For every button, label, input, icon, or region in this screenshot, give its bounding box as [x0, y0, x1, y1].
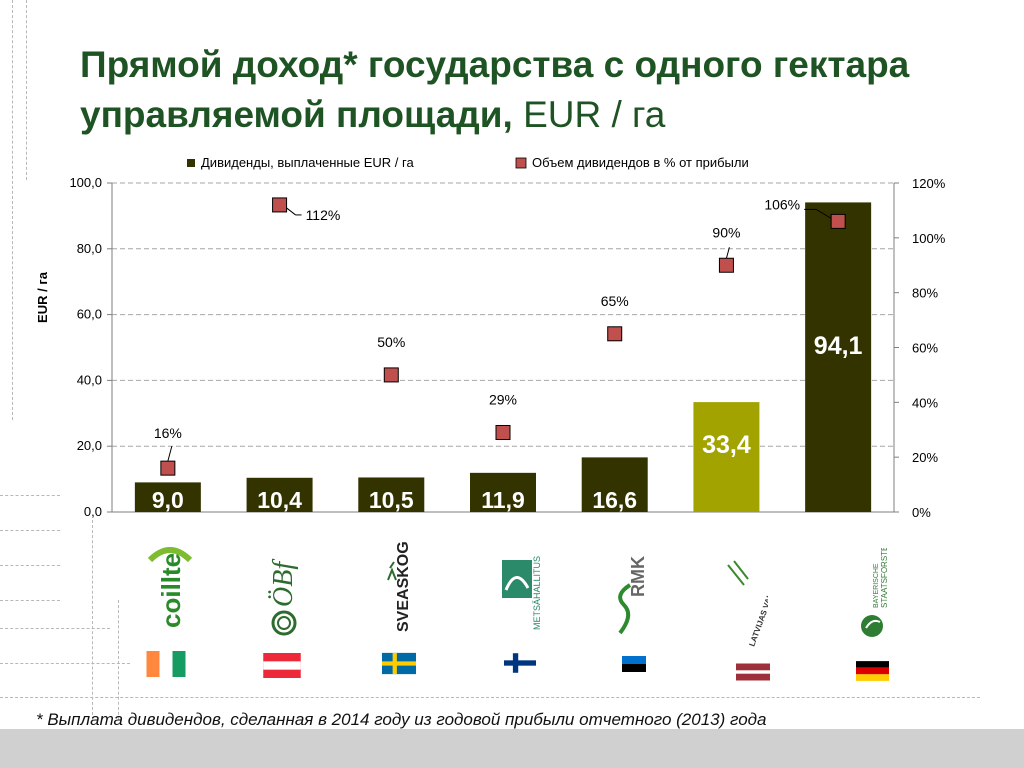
bar [581, 457, 648, 512]
percent-marker [495, 424, 511, 440]
percent-label: 90% [712, 224, 740, 240]
guide-line [0, 495, 60, 496]
guide-line [0, 565, 60, 566]
label-leader [167, 446, 173, 462]
bar [246, 477, 313, 512]
metsahallitus-logo-text: METSÄHALLITUS [532, 556, 542, 630]
percent-label: 29% [489, 391, 517, 407]
percent-marker [718, 257, 734, 273]
y2-tick-label: 60% [912, 341, 938, 356]
guide-line [26, 0, 27, 180]
label-leader [286, 207, 296, 216]
bar-value-label: 9,0 [152, 487, 184, 513]
y2-tick-label: 120% [912, 176, 946, 191]
bar [134, 482, 201, 512]
percent-marker [160, 460, 176, 476]
legend-label-bars: Дивиденды, выплаченные EUR / га [201, 155, 414, 170]
guide-line [12, 0, 13, 420]
y2-tick-label: 20% [912, 450, 938, 465]
flag-sweden [382, 652, 416, 675]
percent-marker [383, 367, 399, 383]
y-tick-label: 60,0 [77, 307, 102, 322]
metsahallitus-logo: METSÄHALLITUS [502, 556, 542, 630]
legend-label-markers: Объем дивидендов в % от прибыли [532, 155, 749, 170]
bar-value-label: 94,1 [814, 332, 863, 360]
legend-swatch-markers [515, 157, 527, 169]
statsforsten-logo-top: BAYERISCHE [873, 563, 880, 608]
flag-austria [263, 653, 301, 678]
y2-tick-label: 100% [912, 231, 946, 246]
legend-swatch-bars [187, 159, 195, 167]
rmk-logo: RMK [618, 556, 648, 635]
y-tick-label: 20,0 [77, 438, 102, 453]
bar-value-label: 33,4 [702, 431, 751, 459]
lvm-logo-text: LATVIJAS VALSTS MEŽI [747, 558, 768, 648]
bar-value-label: 11,9 [481, 487, 525, 513]
percent-label: 106% [764, 196, 800, 212]
obf-logo-text: ÖBf [268, 559, 299, 607]
bar-value-label: 16,6 [592, 487, 637, 513]
title-main: Прямой доход* государства с одного гекта… [80, 44, 910, 135]
percent-label: 112% [306, 207, 341, 223]
flag-finland [504, 653, 536, 673]
label-leader [815, 208, 832, 219]
guide-line [118, 600, 119, 720]
percent-label: 16% [154, 425, 182, 441]
y-tick-label: 80,0 [77, 241, 102, 256]
statsforsten-logo: BAYERISCHE STAATSFORSTEN [861, 548, 889, 637]
obf-logo: ÖBf [268, 559, 299, 636]
percent-marker [607, 326, 623, 342]
label-leader [725, 247, 730, 259]
bar [805, 202, 872, 512]
guide-line [0, 530, 60, 531]
title-unit: EUR / га [523, 94, 666, 135]
page-title: Прямой доход* государства с одного гекта… [80, 40, 980, 140]
dividend-chart: 0,0 20,0 40,0 60,0 80,0 100,0 0% 20% 40% 60% 80% 10… [35, 155, 946, 520]
percent-label: 50% [377, 334, 405, 350]
guide-line [92, 520, 93, 720]
bar-value-label: 10,5 [369, 487, 414, 513]
flag-latvia [736, 663, 770, 681]
bar-value-label: 10,4 [257, 487, 302, 513]
coillte-logo-text: coillte [156, 553, 186, 628]
footer-band [0, 729, 1024, 768]
percent-marker [830, 213, 846, 229]
guide-line [0, 600, 60, 601]
lvm-logo: LATVIJAS VALSTS MEŽI [727, 558, 768, 648]
flag-ireland [146, 651, 186, 677]
y-tick-label: 100,0 [69, 175, 102, 190]
flag-estonia [622, 656, 646, 680]
guide-line [0, 697, 980, 698]
flag-germany [856, 661, 889, 681]
y-axis-label: EUR / га [35, 271, 50, 323]
y2-tick-label: 0% [912, 505, 931, 520]
percent-label: 65% [601, 293, 629, 309]
bar [358, 477, 425, 512]
y2-tick-label: 40% [912, 395, 938, 410]
rmk-logo-text: RMK [628, 556, 648, 597]
sveaskog-logo-text: SVEASKOG [395, 541, 412, 632]
statsforsten-logo-text: STAATSFORSTEN [880, 548, 889, 608]
guide-line [0, 628, 110, 629]
y-tick-label: 0,0 [84, 504, 102, 519]
sveaskog-logo: SVEASKOG [387, 541, 412, 632]
bar [470, 472, 536, 512]
y-tick-label: 40,0 [77, 372, 102, 387]
guide-line [0, 663, 130, 664]
footnote: * Выплата дивидендов, сделанная в 2014 г… [36, 710, 767, 729]
bar [693, 402, 760, 512]
y2-tick-label: 80% [912, 286, 938, 301]
coillte-logo: coillte [147, 547, 193, 628]
percent-marker [272, 197, 288, 213]
